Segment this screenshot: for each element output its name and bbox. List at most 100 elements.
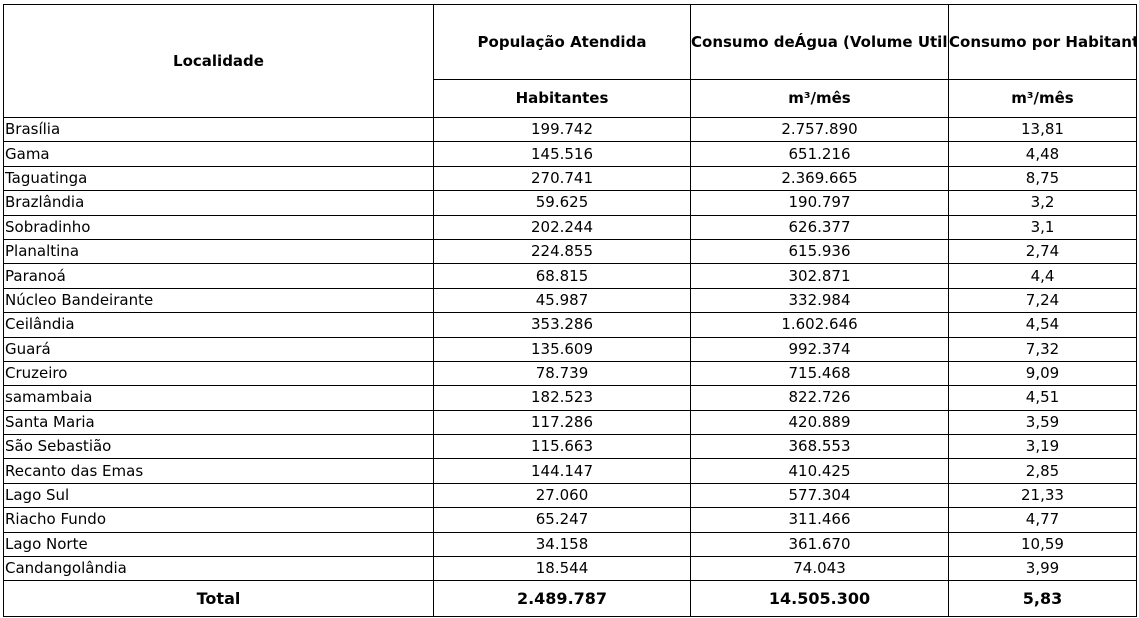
cell-localidade: São Sebastião [3,434,434,460]
cell-populacao: 115.663 [433,434,691,460]
cell-localidade: Brasília [3,116,434,143]
cell-consumo: 1.602.646 [690,312,949,338]
cell-por-habitante: 4,77 [948,507,1137,533]
table-row: Paranoá 68.815 302.871 4,4 [3,263,1137,289]
cell-localidade: samambaia [3,385,434,411]
cell-localidade: Lago Norte [3,531,434,558]
cell-consumo: 626.377 [690,214,949,240]
table-row: Sobradinho 202.244 626.377 3,1 [3,214,1137,240]
cell-por-habitante: 3,1 [948,214,1137,240]
cell-populacao: 144.147 [433,458,691,484]
cell-por-habitante: 4,54 [948,312,1137,338]
total-populacao: 2.489.787 [433,580,691,618]
header-consumo-habitante: Consumo por Habitante [948,4,1137,80]
cell-localidade: Paranoá [3,263,434,289]
table-row: Cruzeiro 78.739 715.468 9,09 [3,360,1137,387]
table-row: Brazlândia 59.625 190.797 3,2 [3,190,1137,216]
cell-consumo: 311.466 [690,507,949,533]
table-row: Planaltina 224.855 615.936 2,74 [3,238,1137,265]
cell-por-habitante: 7,32 [948,336,1137,362]
cell-consumo: 190.797 [690,190,949,216]
cell-por-habitante: 4,4 [948,263,1137,289]
cell-populacao: 224.855 [433,238,691,265]
table-row: Taguatinga 270.741 2.369.665 8,75 [3,165,1137,192]
cell-localidade: Taguatinga [3,165,434,192]
header-consumo-agua: Consumo deÁgua (Volume Utilizado) [690,4,949,80]
cell-consumo: 410.425 [690,458,949,484]
cell-por-habitante: 13,81 [948,116,1137,143]
cell-por-habitante: 3,19 [948,434,1137,460]
table-row: Candangolândia 18.544 74.043 3,99 [3,556,1137,582]
table-row: Brasília 199.742 2.757.890 13,81 [3,116,1137,143]
total-consumo: 14.505.300 [690,580,949,618]
cell-localidade: Recanto das Emas [3,458,434,484]
cell-populacao: 202.244 [433,214,691,240]
cell-populacao: 45.987 [433,287,691,314]
cell-consumo: 361.670 [690,531,949,558]
cell-por-habitante: 4,51 [948,385,1137,411]
header-localidade: Localidade [3,4,434,118]
cell-localidade: Brazlândia [3,190,434,216]
cell-consumo: 332.984 [690,287,949,314]
cell-populacao: 353.286 [433,312,691,338]
cell-populacao: 117.286 [433,409,691,436]
cell-localidade: Sobradinho [3,214,434,240]
cell-por-habitante: 3,99 [948,556,1137,582]
cell-populacao: 182.523 [433,385,691,411]
table-row: Gama 145.516 651.216 4,48 [3,141,1137,167]
cell-populacao: 199.742 [433,116,691,143]
table-row: samambaia 182.523 822.726 4,51 [3,385,1137,411]
cell-populacao: 34.158 [433,531,691,558]
unit-habitante: m³/mês [948,78,1137,119]
cell-consumo: 420.889 [690,409,949,436]
water-consumption-table: Localidade População Atendida Consumo de… [3,4,1137,618]
cell-por-habitante: 9,09 [948,360,1137,387]
cell-consumo: 2.757.890 [690,116,949,143]
cell-por-habitante: 7,24 [948,287,1137,314]
cell-localidade: Gama [3,141,434,167]
cell-localidade: Santa Maria [3,409,434,436]
cell-por-habitante: 2,74 [948,238,1137,265]
cell-consumo: 992.374 [690,336,949,362]
cell-populacao: 135.609 [433,336,691,362]
cell-localidade: Lago Sul [3,482,434,509]
table-row: Guará 135.609 992.374 7,32 [3,336,1137,362]
table-body: Brasília 199.742 2.757.890 13,81 Gama 145.516… [3,116,1137,582]
table-row: Núcleo Bandeirante 45.987 332.984 7,24 [3,287,1137,314]
cell-populacao: 27.060 [433,482,691,509]
cell-localidade: Núcleo Bandeirante [3,287,434,314]
table-row: Riacho Fundo 65.247 311.466 4,77 [3,507,1137,533]
cell-consumo: 577.304 [690,482,949,509]
cell-populacao: 59.625 [433,190,691,216]
unit-populacao: Habitantes [433,78,691,119]
table-row: São Sebastião 115.663 368.553 3,19 [3,434,1137,460]
cell-por-habitante: 10,59 [948,531,1137,558]
cell-localidade: Guará [3,336,434,362]
table-row: Lago Norte 34.158 361.670 10,59 [3,531,1137,558]
cell-por-habitante: 8,75 [948,165,1137,192]
cell-por-habitante: 4,48 [948,141,1137,167]
cell-localidade: Planaltina [3,238,434,265]
table-row: Lago Sul 27.060 577.304 21,33 [3,482,1137,509]
cell-populacao: 145.516 [433,141,691,167]
unit-consumo: m³/mês [690,78,949,119]
total-label: Total [3,580,434,618]
cell-consumo: 822.726 [690,385,949,411]
cell-populacao: 68.815 [433,263,691,289]
cell-localidade: Riacho Fundo [3,507,434,533]
cell-localidade: Candangolândia [3,556,434,582]
cell-populacao: 18.544 [433,556,691,582]
table-row: Recanto das Emas 144.147 410.425 2,85 [3,458,1137,484]
cell-populacao: 78.739 [433,360,691,387]
cell-populacao: 65.247 [433,507,691,533]
cell-consumo: 715.468 [690,360,949,387]
total-por-habitante: 5,83 [948,580,1137,618]
cell-consumo: 368.553 [690,434,949,460]
cell-consumo: 302.871 [690,263,949,289]
cell-populacao: 270.741 [433,165,691,192]
cell-consumo: 615.936 [690,238,949,265]
cell-consumo: 74.043 [690,556,949,582]
header-populacao: População Atendida [433,4,691,80]
cell-consumo: 2.369.665 [690,165,949,192]
cell-localidade: Ceilândia [3,312,434,338]
